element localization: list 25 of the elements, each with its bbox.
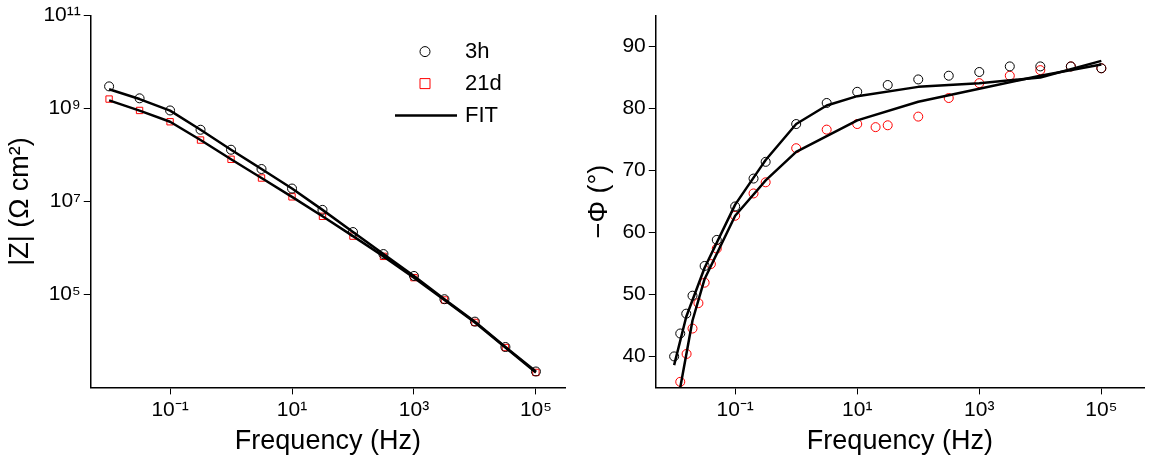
x-tick-label: 10⁻¹ [151,396,189,420]
y-tick-label: 10⁵ [48,281,81,305]
y-tick-label: 80 [622,95,646,119]
y-axis-title: −Φ (°) [582,164,613,239]
x-tick-label: 10¹ [842,396,873,420]
y-tick-label: 70 [622,157,646,181]
x-tick-label: 10³ [964,396,995,420]
x-tick-label: 10¹ [276,396,308,420]
x-tick-label: 10⁵ [1085,396,1118,420]
legend-label: 3h [465,37,490,63]
legend-label: 21d [465,69,502,95]
y-tick-label: 10¹¹ [43,2,81,26]
y-tick-label: 40 [622,343,646,367]
y-tick-label: 60 [622,219,646,243]
y-tick-label: 50 [622,281,646,305]
legend-label: FIT [465,101,498,127]
x-tick-label: 10³ [398,396,430,420]
y-axis-title: |Z| (Ω cm²) [3,137,34,266]
y-tick-label: 10⁹ [48,95,81,119]
y-tick-label: 90 [622,33,646,57]
y-tick-label: 10⁷ [49,188,81,212]
x-axis-title: Frequency (Hz) [234,425,421,456]
x-tick-label: 10⁻¹ [716,396,754,420]
x-tick-label: 10⁵ [519,396,552,420]
x-axis-title: Frequency (Hz) [806,425,993,456]
